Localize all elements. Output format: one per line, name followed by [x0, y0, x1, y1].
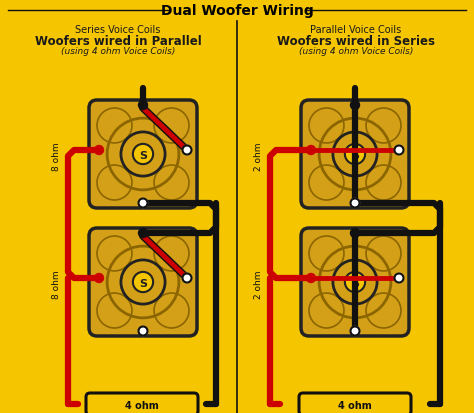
Circle shape [182, 274, 191, 283]
Circle shape [94, 146, 103, 155]
FancyBboxPatch shape [299, 393, 411, 413]
Circle shape [350, 327, 359, 336]
Circle shape [121, 133, 165, 177]
Text: Woofers wired in Parallel: Woofers wired in Parallel [35, 35, 201, 48]
Text: Series Voice Coils: Series Voice Coils [75, 25, 161, 35]
Text: 8 ohm: 8 ohm [53, 270, 62, 298]
Text: 4 ohm: 4 ohm [338, 400, 372, 410]
Circle shape [350, 327, 359, 336]
Circle shape [350, 199, 359, 208]
Circle shape [138, 327, 147, 336]
Text: Dual Woofer Wiring: Dual Woofer Wiring [161, 4, 313, 18]
Circle shape [345, 145, 365, 165]
Circle shape [121, 260, 165, 304]
Circle shape [309, 293, 344, 328]
FancyBboxPatch shape [301, 228, 409, 336]
Circle shape [366, 293, 401, 328]
Circle shape [182, 274, 191, 283]
Circle shape [133, 272, 153, 292]
Text: (using 4 ohm Voice Coils): (using 4 ohm Voice Coils) [299, 47, 413, 56]
Circle shape [309, 236, 344, 271]
Circle shape [366, 236, 401, 271]
Circle shape [333, 133, 377, 177]
Text: S: S [351, 151, 359, 161]
Circle shape [182, 146, 191, 155]
Circle shape [97, 109, 132, 144]
Circle shape [154, 109, 189, 144]
FancyBboxPatch shape [89, 228, 197, 336]
Circle shape [394, 146, 403, 155]
Text: Woofers wired in Series: Woofers wired in Series [277, 35, 435, 48]
Circle shape [154, 236, 189, 271]
Text: (using 4 ohm Voice Coils): (using 4 ohm Voice Coils) [61, 47, 175, 56]
Circle shape [309, 166, 344, 201]
Circle shape [138, 101, 147, 110]
Circle shape [350, 229, 359, 238]
Text: 2 ohm: 2 ohm [255, 142, 264, 170]
Circle shape [350, 199, 359, 208]
Text: S: S [351, 278, 359, 288]
Text: 8 ohm: 8 ohm [53, 142, 62, 171]
Circle shape [138, 199, 147, 208]
Circle shape [94, 274, 103, 283]
Text: 2 ohm: 2 ohm [255, 270, 264, 298]
Circle shape [97, 166, 132, 201]
Circle shape [138, 229, 147, 238]
Circle shape [133, 145, 153, 165]
Text: Parallel Voice Coils: Parallel Voice Coils [310, 25, 401, 35]
Circle shape [309, 109, 344, 144]
Circle shape [138, 327, 147, 336]
Circle shape [345, 272, 365, 292]
Text: S: S [139, 151, 147, 161]
Circle shape [154, 166, 189, 201]
Circle shape [97, 293, 132, 328]
Circle shape [366, 109, 401, 144]
FancyBboxPatch shape [86, 393, 198, 413]
FancyBboxPatch shape [301, 101, 409, 209]
Circle shape [154, 293, 189, 328]
Circle shape [394, 146, 403, 155]
Circle shape [366, 166, 401, 201]
Circle shape [138, 199, 147, 208]
FancyBboxPatch shape [89, 101, 197, 209]
Circle shape [350, 101, 359, 110]
Circle shape [394, 274, 403, 283]
Circle shape [97, 236, 132, 271]
Circle shape [333, 260, 377, 304]
Circle shape [307, 274, 316, 283]
Text: S: S [139, 278, 147, 288]
Text: 4 ohm: 4 ohm [125, 400, 159, 410]
Circle shape [182, 146, 191, 155]
Circle shape [307, 146, 316, 155]
Circle shape [394, 274, 403, 283]
